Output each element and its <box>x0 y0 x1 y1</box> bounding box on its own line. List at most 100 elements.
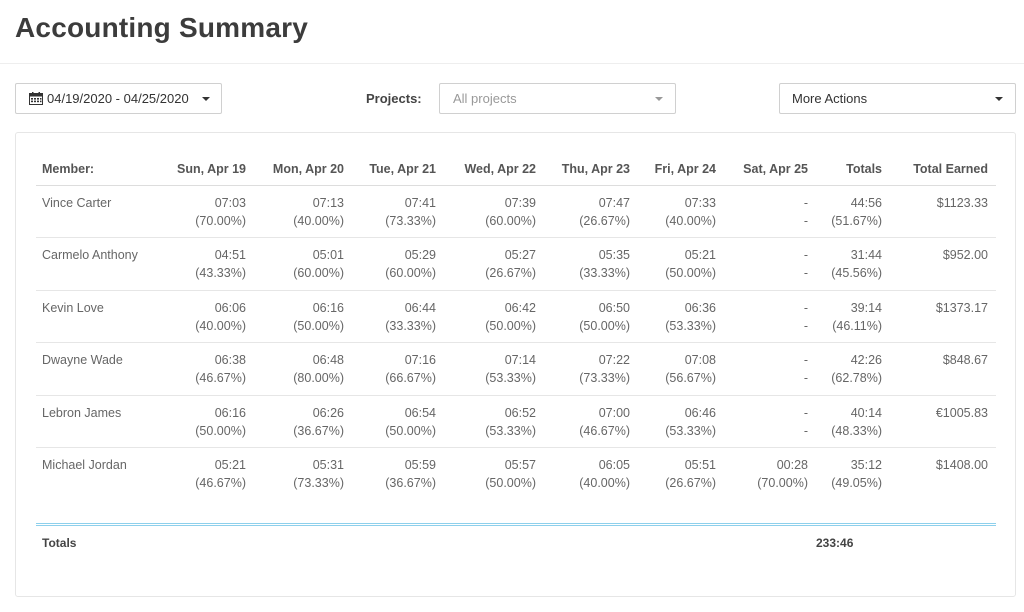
projects-select-value: All projects <box>453 91 517 106</box>
day-cell: 05:51 (26.67%) <box>638 448 724 501</box>
total-hours: 39:14 <box>850 300 882 315</box>
earned-cell: $1123.33 <box>890 185 996 238</box>
day-hours: 05:29 <box>404 248 436 262</box>
title-divider <box>0 63 1024 64</box>
day-hours: 06:05 <box>598 458 630 472</box>
day-percent: (40.00%) <box>293 213 344 228</box>
total-percent: (45.56%) <box>831 266 882 280</box>
day-hours: 05:21 <box>684 248 716 262</box>
day-percent: (36.67%) <box>385 476 436 490</box>
day-hours: 05:57 <box>504 458 536 472</box>
day-percent: (46.67%) <box>195 371 246 385</box>
day-percent: (40.00%) <box>195 318 246 333</box>
day-cell: 04:51 (43.33%) <box>154 237 254 291</box>
more-actions-dropdown[interactable]: More Actions <box>779 83 1016 114</box>
day-percent: (53.33%) <box>485 371 536 385</box>
col-header-totals[interactable]: Totals <box>816 153 890 186</box>
table-header-row: Member: Sun, Apr 19 Mon, Apr 20 Tue, Apr… <box>36 153 996 186</box>
day-hours: - <box>803 353 808 367</box>
day-hours: 05:01 <box>312 248 344 262</box>
day-hours: 07:08 <box>684 353 716 367</box>
day-hours: - <box>803 300 808 315</box>
total-hours: 44:56 <box>850 195 882 210</box>
day-hours: 07:41 <box>404 195 436 210</box>
day-percent: (26.67%) <box>579 213 630 228</box>
day-cell: 06:05 (40.00%) <box>544 448 638 501</box>
day-cell: 06:50 (50.00%) <box>544 290 638 343</box>
day-percent: (56.67%) <box>665 371 716 385</box>
date-range-picker[interactable]: 04/19/2020 - 04/25/2020 <box>15 83 222 114</box>
calendar-icon <box>29 92 43 105</box>
more-actions-label: More Actions <box>792 91 868 106</box>
day-cell: 06:46 (53.33%) <box>638 395 724 448</box>
projects-select[interactable]: All projects <box>439 83 676 114</box>
col-header-wed[interactable]: Wed, Apr 22 <box>444 153 544 186</box>
col-header-sat[interactable]: Sat, Apr 25 <box>724 153 816 186</box>
day-percent: (26.67%) <box>485 266 536 280</box>
day-percent: (46.67%) <box>195 476 246 490</box>
day-cell: -- <box>724 237 816 291</box>
col-header-tue[interactable]: Tue, Apr 21 <box>352 153 444 186</box>
earned-cell: $1408.00 <box>935 458 988 472</box>
day-cell: 05:35 (33.33%) <box>544 237 638 291</box>
day-percent: - <box>803 371 808 385</box>
total-percent: (48.33%) <box>831 423 882 438</box>
day-percent: (60.00%) <box>293 266 344 280</box>
col-header-fri[interactable]: Fri, Apr 24 <box>638 153 724 186</box>
date-range-value: 04/19/2020 - 04/25/2020 <box>47 91 189 106</box>
col-header-thu[interactable]: Thu, Apr 23 <box>544 153 638 186</box>
day-cell: -- <box>724 395 816 448</box>
day-percent: (60.00%) <box>385 266 436 280</box>
day-cell: 06:42 (50.00%) <box>444 290 544 343</box>
day-hours: 05:27 <box>504 248 536 262</box>
day-cell: 07:08 (56.67%) <box>638 342 724 396</box>
day-cell: 06:52 (53.33%) <box>444 395 544 448</box>
day-hours: 06:52 <box>504 405 536 420</box>
col-header-sun[interactable]: Sun, Apr 19 <box>154 153 254 186</box>
day-cell: 05:21 (50.00%) <box>638 237 724 291</box>
total-cell: 31:44 (45.56%) <box>816 237 890 291</box>
day-hours: 07:14 <box>504 353 536 367</box>
total-percent: (49.05%) <box>831 476 882 490</box>
day-percent: (70.00%) <box>195 213 246 228</box>
total-hours: 31:44 <box>850 248 882 262</box>
table-row: Carmelo Anthony 04:51 (43.33%) 05:01 (60.0… <box>36 237 996 291</box>
total-cell: 40:14 (48.33%) <box>816 395 890 448</box>
day-hours: 05:51 <box>684 458 716 472</box>
day-percent: (50.00%) <box>485 318 536 333</box>
day-cell: 05:27 (26.67%) <box>444 237 544 291</box>
day-hours: 06:48 <box>312 353 344 367</box>
total-cell: 39:14 (46.11%) <box>816 290 890 343</box>
day-hours: - <box>803 195 808 210</box>
member-name: Lebron James <box>36 395 154 448</box>
day-percent: (50.00%) <box>195 423 246 438</box>
day-percent: (80.00%) <box>293 371 344 385</box>
table-row: Michael Jordan 05:21 (46.67%) 05:31 (73.33… <box>36 448 996 501</box>
day-cell: 06:48 (80.00%) <box>254 342 352 396</box>
table-row: Vince Carter 07:03 (70.00%) 07:13 (40.00%)… <box>36 185 996 238</box>
day-percent: (50.00%) <box>485 476 536 490</box>
day-hours: 07:22 <box>598 353 630 367</box>
day-cell: 07:22 (73.33%) <box>544 342 638 396</box>
day-cell: 05:29 (60.00%) <box>352 237 444 291</box>
total-hours: 40:14 <box>850 405 882 420</box>
day-percent: (40.00%) <box>665 213 716 228</box>
total-cell: 42:26 (62.78%) <box>816 342 890 396</box>
page-title: Accounting Summary <box>15 12 308 43</box>
day-hours: 07:39 <box>504 195 536 210</box>
day-cell: 06:38 (46.67%) <box>154 342 254 396</box>
day-cell: 05:31 (73.33%) <box>254 448 352 501</box>
day-cell: 07:16 (66.67%) <box>352 342 444 396</box>
col-header-mon[interactable]: Mon, Apr 20 <box>254 153 352 186</box>
day-percent: (73.33%) <box>293 476 344 490</box>
day-cell: 06:06 (40.00%) <box>154 290 254 343</box>
day-cell: -- <box>724 342 816 396</box>
day-cell: 06:26 (36.67%) <box>254 395 352 448</box>
caret-down-icon <box>995 97 1003 101</box>
col-header-total-earned[interactable]: Total Earned <box>890 153 996 186</box>
col-header-member[interactable]: Member: <box>36 153 154 186</box>
day-hours: 07:47 <box>598 195 630 210</box>
day-cell: 00:28 (70.00%) <box>724 448 816 501</box>
day-hours: - <box>803 405 808 420</box>
day-percent: (53.33%) <box>665 318 716 333</box>
